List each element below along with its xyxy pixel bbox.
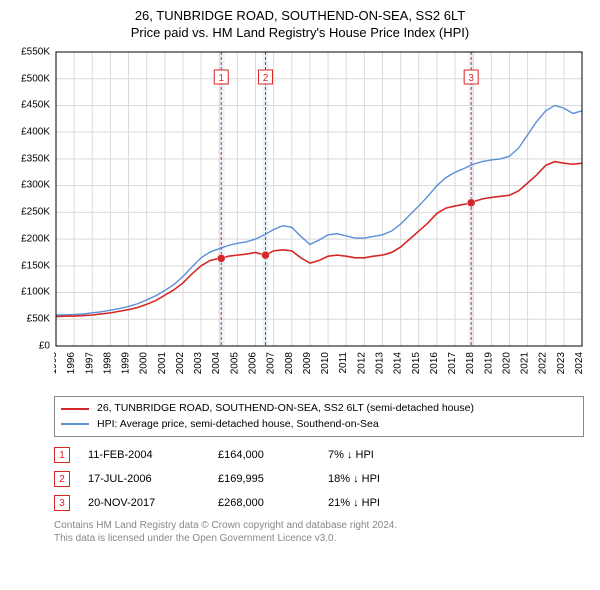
- marker-date: 20-NOV-2017: [88, 497, 218, 509]
- y-tick-label: £450K: [21, 100, 54, 111]
- marker-diff: 18% ↓ HPI: [328, 473, 438, 485]
- markers-table: 1 11-FEB-2004£164,0007% ↓ HPI 2 17-JUL-2006…: [54, 443, 584, 515]
- svg-text:2017: 2017: [447, 351, 458, 374]
- y-tick-label: £0: [39, 340, 54, 351]
- legend-row-hpi: HPI: Average price, semi-detached house,…: [61, 417, 577, 433]
- svg-text:2005: 2005: [229, 351, 240, 374]
- svg-text:2015: 2015: [411, 351, 422, 374]
- y-tick-label: £550K: [21, 46, 54, 57]
- svg-text:2023: 2023: [556, 351, 567, 374]
- legend-swatch-price: [61, 408, 89, 410]
- y-tick-label: £400K: [21, 126, 54, 137]
- svg-text:2018: 2018: [465, 351, 476, 374]
- marker-num-box: 2: [54, 471, 70, 487]
- svg-text:1997: 1997: [84, 351, 95, 374]
- footer-note: Contains HM Land Registry data © Crown c…: [54, 519, 584, 545]
- footer-line-1: Contains HM Land Registry data © Crown c…: [54, 519, 584, 532]
- svg-text:2010: 2010: [320, 351, 331, 374]
- marker-diff: 21% ↓ HPI: [328, 497, 438, 509]
- svg-text:2022: 2022: [538, 351, 549, 374]
- y-tick-label: £500K: [21, 73, 54, 84]
- y-tick-label: £100K: [21, 287, 54, 298]
- svg-text:2006: 2006: [248, 351, 259, 374]
- svg-text:2009: 2009: [302, 351, 313, 374]
- svg-text:1995: 1995: [54, 351, 59, 374]
- svg-text:2001: 2001: [157, 351, 168, 374]
- svg-text:2007: 2007: [266, 351, 277, 374]
- svg-text:2011: 2011: [338, 351, 349, 373]
- svg-text:2024: 2024: [574, 351, 584, 374]
- marker-price: £268,000: [218, 497, 328, 509]
- legend-swatch-hpi: [61, 423, 89, 425]
- legend-label-price: 26, TUNBRIDGE ROAD, SOUTHEND-ON-SEA, SS2…: [97, 401, 474, 417]
- y-tick-label: £150K: [21, 260, 54, 271]
- marker-diff: 7% ↓ HPI: [328, 449, 438, 461]
- marker-row: 3 20-NOV-2017£268,00021% ↓ HPI: [54, 491, 584, 515]
- marker-row: 2 17-JUL-2006£169,99518% ↓ HPI: [54, 467, 584, 491]
- svg-text:2004: 2004: [211, 351, 222, 374]
- y-tick-label: £300K: [21, 180, 54, 191]
- title-line-1: 26, TUNBRIDGE ROAD, SOUTHEND-ON-SEA, SS2…: [10, 8, 590, 25]
- marker-price: £169,995: [218, 473, 328, 485]
- legend-row-price: 26, TUNBRIDGE ROAD, SOUTHEND-ON-SEA, SS2…: [61, 401, 577, 417]
- svg-text:2: 2: [263, 73, 269, 84]
- y-tick-label: £250K: [21, 207, 54, 218]
- svg-text:2008: 2008: [284, 351, 295, 374]
- svg-text:2019: 2019: [483, 351, 494, 374]
- plot-area: 1 2 3 1995 1996 1997 1998 1999 2000 2001 2002 2003 2…: [54, 48, 584, 388]
- title-block: 26, TUNBRIDGE ROAD, SOUTHEND-ON-SEA, SS2…: [10, 8, 590, 42]
- title-line-2: Price paid vs. HM Land Registry's House …: [10, 25, 590, 42]
- marker-date: 11-FEB-2004: [88, 449, 218, 461]
- svg-text:2016: 2016: [429, 351, 440, 374]
- chart-container: 26, TUNBRIDGE ROAD, SOUTHEND-ON-SEA, SS2…: [0, 0, 600, 551]
- svg-text:2020: 2020: [501, 351, 512, 374]
- footer-line-2: This data is licensed under the Open Gov…: [54, 532, 584, 545]
- svg-text:2000: 2000: [139, 351, 150, 374]
- marker-num-box: 3: [54, 495, 70, 511]
- svg-text:1: 1: [218, 73, 224, 84]
- svg-text:1999: 1999: [121, 351, 132, 374]
- svg-text:1998: 1998: [102, 351, 113, 374]
- svg-text:2021: 2021: [520, 351, 531, 374]
- svg-text:2012: 2012: [356, 351, 367, 374]
- svg-text:1996: 1996: [66, 351, 77, 374]
- svg-text:2003: 2003: [193, 351, 204, 374]
- svg-text:3: 3: [468, 73, 474, 84]
- marker-row: 1 11-FEB-2004£164,0007% ↓ HPI: [54, 443, 584, 467]
- marker-price: £164,000: [218, 449, 328, 461]
- y-tick-label: £200K: [21, 233, 54, 244]
- svg-text:2013: 2013: [374, 351, 385, 374]
- y-tick-label: £50K: [27, 314, 54, 325]
- svg-text:2002: 2002: [175, 351, 186, 374]
- marker-num-box: 1: [54, 447, 70, 463]
- svg-text:2014: 2014: [393, 351, 404, 374]
- legend-label-hpi: HPI: Average price, semi-detached house,…: [97, 417, 379, 433]
- plot-svg: 1 2 3 1995 1996 1997 1998 1999 2000 2001 2002 2003 2…: [54, 48, 584, 388]
- y-tick-label: £350K: [21, 153, 54, 164]
- marker-date: 17-JUL-2006: [88, 473, 218, 485]
- legend-box: 26, TUNBRIDGE ROAD, SOUTHEND-ON-SEA, SS2…: [54, 396, 584, 438]
